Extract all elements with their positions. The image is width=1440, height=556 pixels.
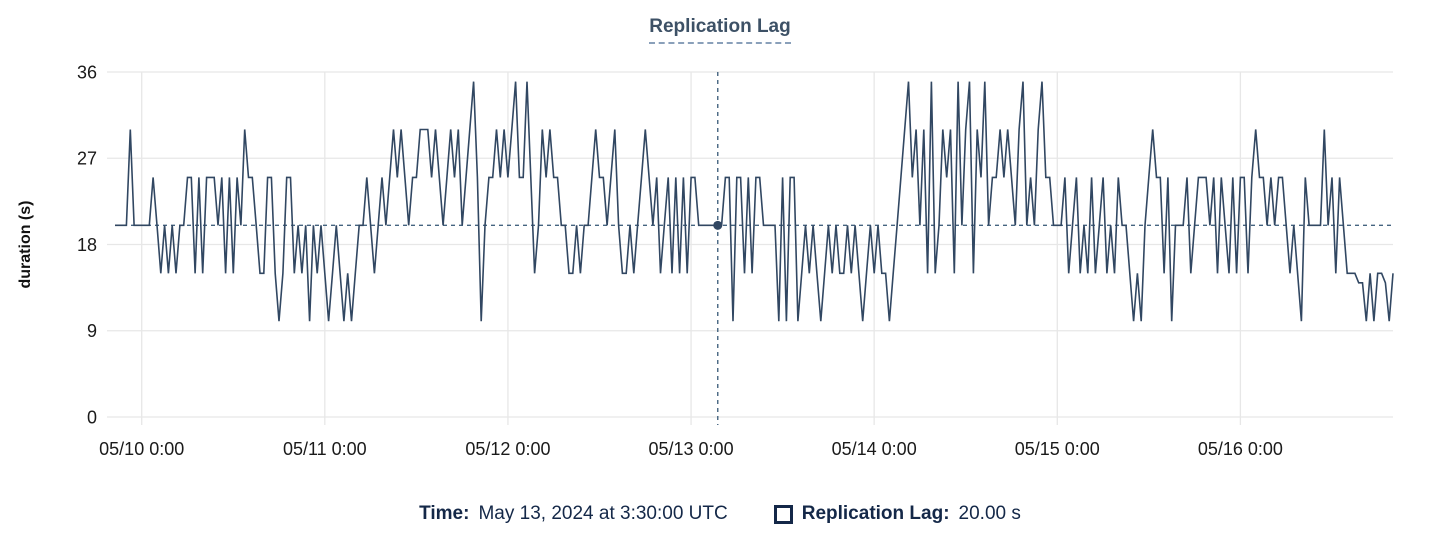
x-axis-tick-label: 05/15 0:00 (1015, 439, 1100, 459)
x-axis-tick-label: 05/13 0:00 (649, 439, 734, 459)
replication-lag-chart[interactable]: 0 9 18 27 36 05/10 0:00 05/11 0:00 05/12 0:00 05… (0, 0, 1440, 490)
tooltip-time-value: May 13, 2024 at 3:30:00 UTC (478, 503, 728, 524)
tooltip-time-label: Time: (419, 503, 470, 524)
y-axis-title: duration (s) (17, 201, 34, 289)
chart-title[interactable]: Replication Lag (649, 16, 791, 44)
y-axis-tick-label: 36 (77, 62, 97, 82)
replication-lag-line (115, 81, 1394, 322)
hovered-point-marker[interactable] (713, 220, 723, 230)
legend-swatch-icon (773, 504, 793, 524)
legend-item-replication-lag[interactable]: Replication Lag: 20.00 s (773, 503, 1021, 525)
y-axis-tick-label: 27 (77, 149, 97, 169)
crosshair-tooltip: Time: May 13, 2024 at 3:30:00 UTC Replic… (0, 503, 1440, 525)
x-axis-tick-label: 05/10 0:00 (99, 439, 184, 459)
grid-lines (107, 71, 1393, 425)
y-axis-tick-label: 0 (87, 407, 97, 427)
x-axis-tick-label: 05/11 0:00 (283, 439, 367, 459)
tooltip-series-label: Replication Lag: (801, 503, 950, 524)
y-axis-tick-label: 18 (77, 235, 97, 255)
chart-title-row: Replication Lag (0, 16, 1440, 44)
x-axis-tick-label: 05/12 0:00 (465, 439, 550, 459)
tooltip-series-value: 20.00 s (958, 503, 1021, 524)
x-axis-tick-label: 05/16 0:00 (1198, 439, 1283, 459)
y-axis-tick-label: 9 (87, 321, 97, 341)
x-axis-tick-label: 05/14 0:00 (832, 439, 917, 459)
